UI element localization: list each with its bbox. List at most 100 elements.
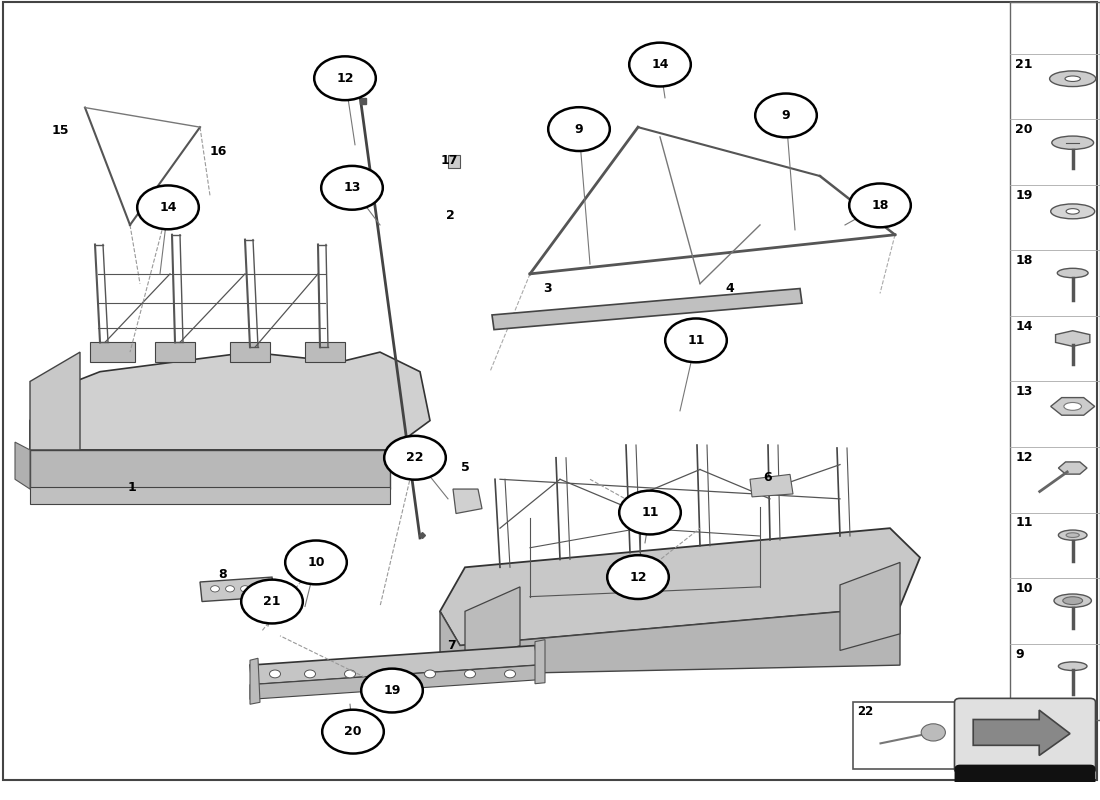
Text: 12: 12	[629, 570, 647, 583]
Text: 13: 13	[1015, 386, 1033, 398]
Polygon shape	[30, 352, 430, 450]
Circle shape	[361, 669, 422, 713]
Ellipse shape	[1064, 402, 1081, 410]
Polygon shape	[30, 352, 80, 450]
Ellipse shape	[1050, 204, 1094, 219]
Ellipse shape	[1058, 530, 1087, 540]
Circle shape	[607, 555, 669, 599]
Ellipse shape	[1063, 597, 1082, 605]
Text: 12: 12	[1015, 451, 1033, 464]
Text: 11: 11	[1015, 517, 1033, 530]
Text: 20: 20	[344, 725, 362, 738]
Circle shape	[921, 724, 945, 741]
Circle shape	[322, 710, 384, 754]
Polygon shape	[440, 606, 900, 675]
Polygon shape	[750, 474, 793, 497]
Circle shape	[344, 670, 355, 678]
Ellipse shape	[1052, 136, 1093, 150]
Circle shape	[464, 670, 475, 678]
Polygon shape	[1058, 462, 1087, 474]
Text: 19: 19	[383, 684, 400, 697]
Polygon shape	[1050, 398, 1094, 415]
Circle shape	[210, 586, 219, 592]
Ellipse shape	[1066, 209, 1079, 214]
Circle shape	[756, 94, 817, 138]
Circle shape	[255, 586, 264, 592]
Text: 18: 18	[1015, 254, 1033, 267]
Polygon shape	[492, 289, 802, 330]
Circle shape	[849, 183, 911, 227]
FancyBboxPatch shape	[852, 702, 961, 769]
Text: 15: 15	[52, 123, 68, 137]
Text: 22: 22	[857, 706, 873, 718]
Text: 22: 22	[406, 451, 424, 464]
Ellipse shape	[1054, 594, 1091, 607]
Text: 14: 14	[160, 201, 177, 214]
Polygon shape	[30, 450, 390, 489]
Ellipse shape	[1066, 533, 1079, 538]
Circle shape	[385, 670, 396, 678]
Circle shape	[321, 166, 383, 210]
Text: 9: 9	[782, 109, 790, 122]
Circle shape	[315, 56, 376, 100]
Text: 14: 14	[651, 58, 669, 71]
Text: 10: 10	[307, 556, 324, 569]
Ellipse shape	[1065, 76, 1080, 82]
Polygon shape	[840, 562, 900, 650]
Text: 4: 4	[726, 282, 735, 295]
Text: 18: 18	[871, 199, 889, 212]
Circle shape	[384, 436, 446, 480]
Text: 11: 11	[641, 506, 659, 519]
Circle shape	[241, 580, 302, 623]
Text: 11: 11	[688, 334, 705, 347]
Ellipse shape	[1057, 268, 1088, 278]
Polygon shape	[453, 489, 482, 514]
Text: 1: 1	[128, 481, 136, 494]
Circle shape	[425, 670, 436, 678]
Text: 9: 9	[574, 122, 583, 136]
Circle shape	[619, 490, 681, 534]
Text: 21: 21	[1015, 58, 1033, 70]
Polygon shape	[1056, 330, 1090, 346]
Polygon shape	[465, 587, 520, 665]
Text: 9: 9	[1015, 647, 1024, 661]
Text: 7: 7	[448, 639, 456, 652]
Circle shape	[270, 670, 280, 678]
Polygon shape	[974, 710, 1070, 755]
Circle shape	[666, 318, 727, 362]
Text: 19: 19	[1015, 189, 1033, 202]
Text: 3: 3	[543, 282, 552, 295]
Circle shape	[285, 541, 346, 584]
Polygon shape	[535, 640, 544, 684]
Text: 12: 12	[337, 72, 354, 85]
Text: 6: 6	[763, 471, 772, 484]
Circle shape	[548, 107, 609, 151]
Polygon shape	[230, 342, 270, 362]
Circle shape	[305, 670, 316, 678]
FancyBboxPatch shape	[3, 2, 1097, 780]
Polygon shape	[15, 442, 30, 489]
Polygon shape	[200, 577, 275, 602]
Ellipse shape	[1058, 662, 1087, 670]
Text: 21: 21	[263, 595, 280, 608]
Text: 16: 16	[209, 145, 227, 158]
Text: 17: 17	[440, 154, 458, 167]
Text: 701 03: 701 03	[996, 788, 1054, 800]
Polygon shape	[305, 342, 345, 362]
Polygon shape	[448, 154, 460, 168]
Text: 8: 8	[219, 568, 228, 581]
Text: 2: 2	[446, 209, 454, 222]
Ellipse shape	[1049, 71, 1096, 86]
Circle shape	[505, 670, 516, 678]
Polygon shape	[440, 528, 920, 646]
Polygon shape	[250, 646, 538, 685]
FancyBboxPatch shape	[955, 698, 1096, 773]
Polygon shape	[90, 342, 135, 362]
Circle shape	[629, 42, 691, 86]
Text: 10: 10	[1015, 582, 1033, 595]
Circle shape	[241, 586, 250, 592]
Circle shape	[138, 186, 199, 230]
Text: 5: 5	[461, 461, 470, 474]
Text: 14: 14	[1015, 320, 1033, 333]
Text: 20: 20	[1015, 123, 1033, 136]
